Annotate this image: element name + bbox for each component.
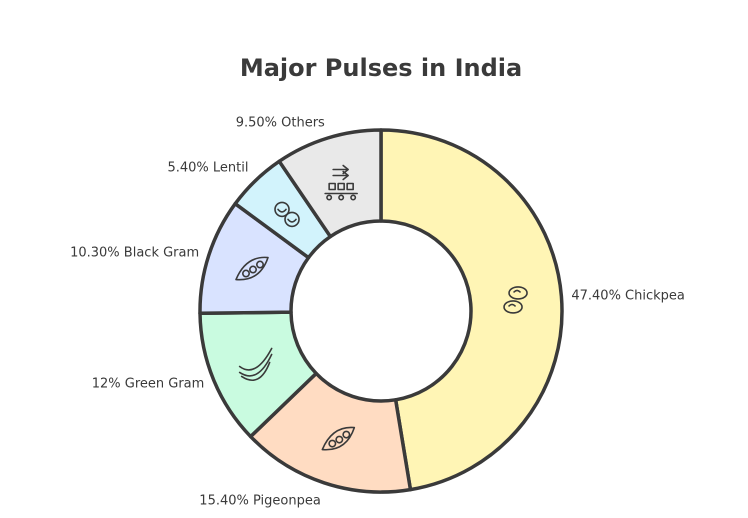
chart-title: Major Pulses in India [240, 54, 522, 82]
label-green-gram: 12% Green Gram [92, 377, 205, 392]
chickpea-icon [503, 286, 528, 314]
slices [198, 128, 564, 494]
lentil-icon [274, 201, 300, 228]
slice-chickpea [379, 128, 564, 492]
conveyor-icon [324, 164, 358, 201]
slice-labels: 47.40% Chickpea 15.40% Pigeonpea 12% Green… [70, 115, 685, 508]
label-pigeonpea: 15.40% Pigeonpea [199, 493, 321, 508]
pea-pod-icon [235, 256, 269, 281]
beans-icon [238, 347, 273, 381]
label-lentil: 5.40% Lentil [167, 160, 248, 175]
slice-icons [235, 164, 528, 451]
pea-pod-icon [321, 426, 356, 451]
label-black-gram: 10.30% Black Gram [70, 246, 199, 261]
label-others: 9.50% Others [236, 115, 325, 130]
label-chickpea: 47.40% Chickpea [571, 288, 685, 303]
